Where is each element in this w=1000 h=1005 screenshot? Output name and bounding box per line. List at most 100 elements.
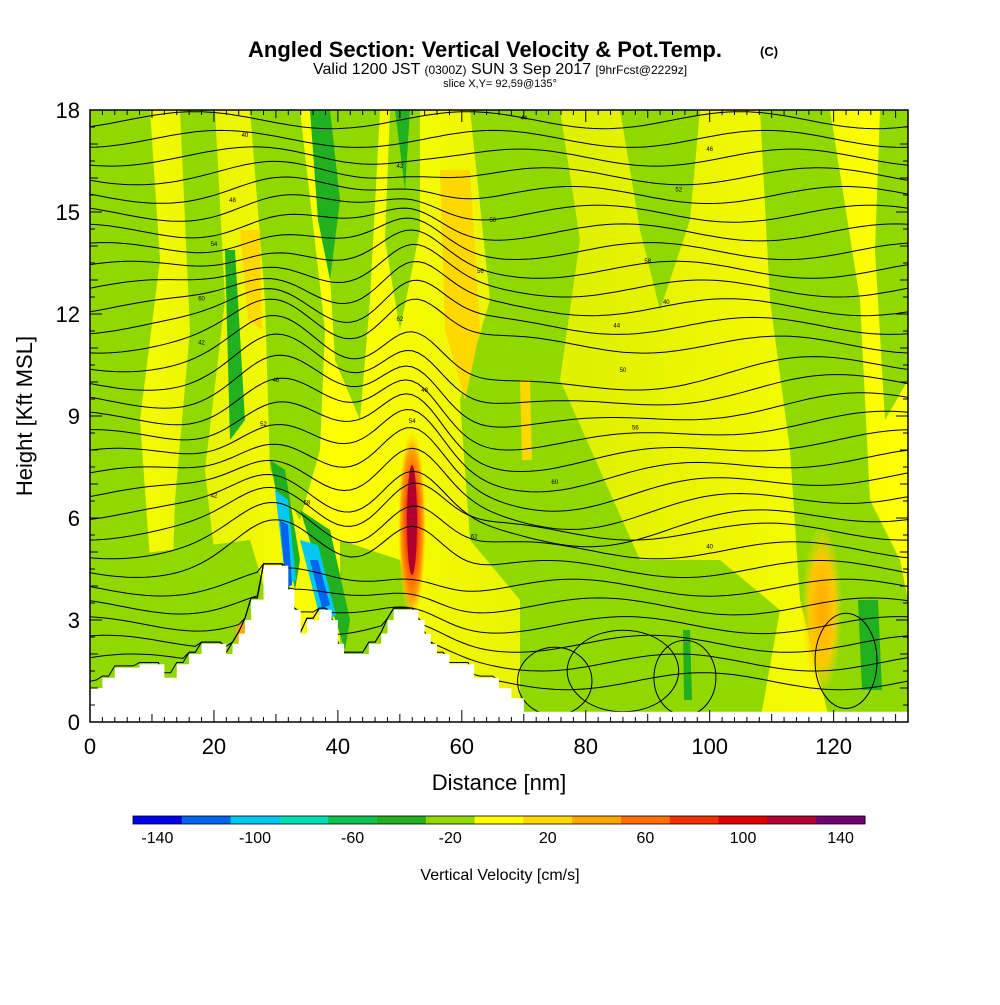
isentrope-label: 50 [489,218,496,224]
isentrope-loop [814,612,878,709]
chart-title-mark: (C) [760,44,778,59]
isentrope-line [90,146,908,167]
updraft-core-center [407,465,417,575]
isentrope-label: 48 [421,388,428,394]
colorbar-swatch [279,816,329,824]
isentrope-line [90,393,908,472]
isentrope-label: 62 [471,534,478,540]
velocity-field: 40 42 44 46 48 50 52 54 56 58 60 62 40 42 44 46 48 50 52 54… [90,110,908,722]
colorbar-swatch [621,816,671,824]
colorbar-swatch [425,816,476,824]
subtitle-valid: Valid 1200 JST [313,61,421,78]
isentrope-line [90,519,908,578]
isentrope-line [90,408,908,493]
isentrope-label: 48 [229,198,236,204]
colorbar-label: Vertical Velocity [cm/s] [420,867,579,884]
x-axis: 0 20 40 60 80 100 120 [84,110,909,759]
isentrope-line [90,217,908,261]
subtitle-forecast: [9hrFcst@2229z] [595,63,687,77]
colorbar-swatch [181,816,232,824]
slice-info: slice X,Y= 92,59@135° [443,78,557,90]
y-tick-label: 15 [56,200,80,225]
y-tick-label: 12 [56,302,80,327]
colorbar-tick-label: 100 [730,830,757,847]
isentrope-label: 60 [198,296,205,302]
isentrope-line [90,176,908,204]
colorbar-swatch [669,816,720,824]
x-tick-label: 40 [326,734,350,759]
colorbar-tick-label: -140 [141,830,173,847]
isentrope-line [90,160,908,186]
x-tick-label: 100 [691,734,728,759]
isentrope-label: 60 [551,480,558,486]
isentrope-line [90,447,908,530]
isentrope-line [90,377,908,451]
isentrope-line [90,261,908,317]
isentrope-label: 40 [242,133,249,139]
chart-subtitle: Valid 1200 JST (0300Z) SUN 3 Sep 2017 [9… [313,61,687,78]
orange-blob-right [802,525,842,695]
colorbar-swatch [718,816,768,824]
colorbar-swatch [133,816,183,824]
isentrope-label: 56 [632,426,639,432]
isentrope-line [90,333,908,406]
colorbar-swatch [523,816,573,824]
y-tick-label: 9 [68,404,80,429]
isentrope-labels: 40 42 44 46 48 50 52 54 56 58 60 62 40 42 44 46 48 50 52 54… [198,116,713,550]
isentrope-line [90,229,908,279]
isentrope-label: 42 [198,341,205,347]
colorbar-swatch [230,816,280,824]
colorbar: -140 -100 -60 -20 20 60 100 140 [132,815,866,847]
terrain-mask [90,565,908,722]
isentrope-line [90,129,908,148]
y-tick-label: 18 [56,98,80,123]
isentrope-line [90,563,908,616]
x-tick-label: 20 [202,734,226,759]
isentrope-line [90,427,908,512]
isentrope-line [90,470,908,548]
colorbar-tick-label: -60 [341,830,364,847]
subtitle-date: SUN 3 Sep 2017 [471,61,591,78]
isentrope-label: 40 [663,300,670,306]
x-axis-label: Distance [nm] [432,770,567,795]
isentrope-label: 62 [397,317,404,323]
isentrope-line [90,563,908,635]
colorbar-frame [132,815,866,825]
isentrope-label: 42 [211,494,218,500]
isentrope-label: 44 [520,116,527,122]
isentrope-label: 46 [273,378,280,384]
isentropes [90,111,908,716]
colorbar-swatch [816,816,866,824]
isentrope-line [90,563,908,597]
y-axis-label: Height [Kft MSL] [12,336,37,496]
downdraft-streaks [270,460,350,650]
colorbar-tick-label: 140 [827,830,854,847]
colorbar-swatch [474,816,524,824]
colorbar-tick-label: -100 [239,830,271,847]
colorbar-tick-label: 20 [539,830,557,847]
chart-title: Angled Section: Vertical Velocity & Pot.… [248,37,722,62]
isentrope-label: 54 [409,419,416,425]
isentrope-label: 54 [211,242,218,248]
subtitle-zulu: (0300Z) [424,63,466,77]
colorbar-swatch [572,816,622,824]
x-tick-label: 0 [84,734,96,759]
colorbar-swatch [328,816,378,824]
colorbar-tick-label: -20 [439,830,462,847]
isentrope-line [90,243,908,298]
isentrope-line [90,298,908,354]
colorbar-swatch [767,816,817,824]
y-tick-label: 0 [68,710,80,735]
isentrope-label: 40 [706,545,713,551]
isentrope-line [90,279,908,335]
y-tick-label: 6 [68,506,80,531]
isentrope-line [90,194,908,223]
isentrope-label: 44 [613,324,620,330]
isentrope-label: 56 [477,269,484,275]
isentrope-label: 52 [675,188,682,194]
colorbar-swatch [377,816,427,824]
x-tick-label: 60 [450,734,474,759]
x-tick-label: 80 [574,734,598,759]
